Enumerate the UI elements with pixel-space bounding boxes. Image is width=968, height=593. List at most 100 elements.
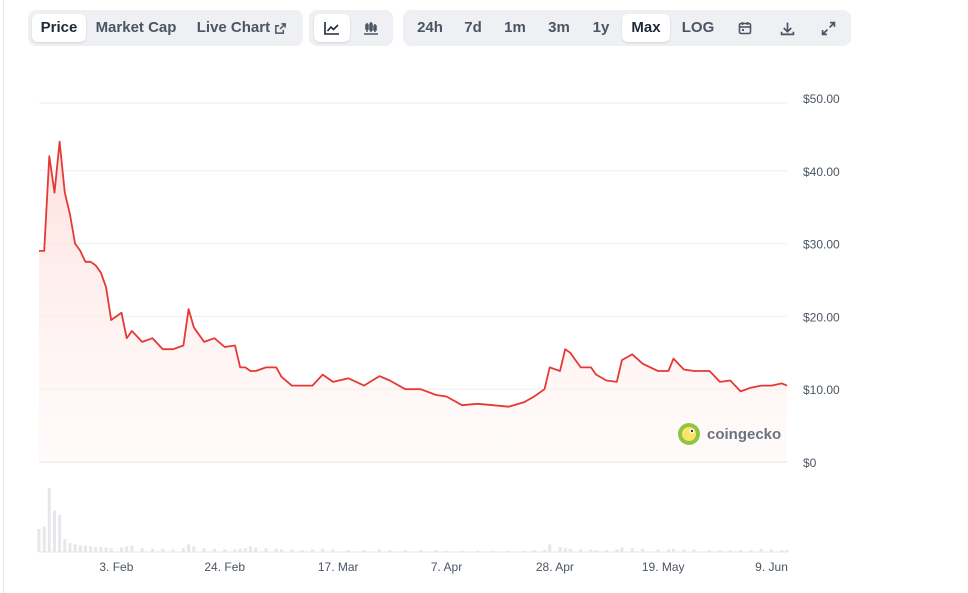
volume-bar — [120, 547, 123, 552]
volume-bar — [532, 550, 536, 552]
volume-bar — [419, 550, 423, 552]
gecko-logo-icon — [678, 423, 700, 445]
tab-price[interactable]: Price — [32, 14, 86, 42]
volume-bar — [125, 546, 129, 552]
volume-bar — [63, 539, 67, 552]
line-chart-icon — [324, 19, 340, 36]
range-3m[interactable]: 3m — [548, 19, 570, 36]
download-icon — [780, 19, 795, 36]
volume-bar — [594, 550, 598, 552]
chart-style-toggle — [309, 10, 393, 46]
volume-bar — [672, 548, 675, 552]
volume-bar — [243, 548, 247, 552]
volume-bar — [739, 550, 743, 552]
range-max[interactable]: Max — [622, 14, 670, 42]
volume-bar — [666, 549, 670, 552]
volume-bar — [310, 549, 314, 552]
volume-bar — [238, 548, 242, 552]
volume-bar — [615, 549, 619, 552]
y-tick-label: $20.00 — [803, 310, 840, 324]
tab-live-chart[interactable]: Live Chart — [192, 14, 292, 42]
volume-bar — [718, 550, 722, 552]
volume-bar — [42, 526, 46, 552]
line-chart-button[interactable] — [314, 14, 350, 42]
volume-bar — [254, 547, 258, 552]
volume-bar — [94, 546, 98, 552]
volume-bar — [37, 529, 41, 552]
volume-bar — [68, 543, 72, 552]
volume-bar — [579, 549, 583, 552]
date-picker-button[interactable] — [727, 14, 763, 42]
volume-bar — [656, 549, 660, 552]
volume-bar — [181, 548, 185, 552]
candlestick-button[interactable] — [353, 14, 389, 42]
coingecko-watermark: coingecko — [678, 423, 781, 445]
volume-bar — [604, 550, 608, 552]
volume-bar — [770, 549, 773, 552]
log-scale-toggle[interactable]: LOG — [681, 19, 715, 36]
volume-bar — [99, 546, 103, 552]
panel-left-border — [3, 0, 4, 593]
candlestick-icon — [363, 19, 379, 36]
x-tick-label: 9. Jun — [755, 560, 788, 574]
x-tick-label: 28. Apr — [536, 560, 574, 574]
volume-bar — [728, 550, 732, 552]
y-tick-label: $50.00 — [803, 92, 840, 106]
volume-bar — [388, 550, 392, 552]
volume-bar — [331, 549, 335, 552]
volume-bar — [548, 544, 552, 552]
y-tick-label: $0 — [803, 456, 817, 470]
volume-bar — [233, 549, 237, 552]
time-range-group: 24h 7d 1m 3m 1y Max LOG — [403, 10, 851, 46]
volume-bar — [749, 550, 753, 552]
volume-bar — [378, 549, 381, 552]
volume-bar — [58, 514, 62, 552]
volume-bar — [161, 548, 165, 552]
volume-bar — [274, 548, 278, 552]
volume-bar — [362, 550, 366, 552]
volume-bar — [403, 550, 407, 552]
volume-bar — [187, 544, 191, 552]
tab-market-cap[interactable]: Market Cap — [95, 19, 177, 36]
x-tick-label: 3. Feb — [99, 560, 133, 574]
x-tick-label: 19. May — [642, 560, 685, 574]
volume-bar — [641, 548, 645, 552]
fullscreen-button[interactable] — [810, 14, 846, 42]
volume-bar — [212, 548, 216, 552]
range-24h[interactable]: 24h — [417, 19, 443, 36]
volume-bar — [682, 549, 686, 552]
volume-bar — [476, 550, 479, 552]
volume-bar — [568, 548, 572, 552]
volume-bars — [37, 488, 789, 552]
x-tick-label: 24. Feb — [204, 560, 245, 574]
price-area-fill — [39, 141, 787, 462]
y-tick-label: $40.00 — [803, 165, 840, 179]
y-tick-label: $10.00 — [803, 383, 840, 397]
x-axis: 3. Feb 24. Feb 17. Mar 7. Apr 28. Apr 19. May… — [99, 560, 788, 574]
download-button[interactable] — [769, 14, 805, 42]
chart-type-tabs: Price Market Cap Live Chart — [28, 10, 303, 46]
range-1m[interactable]: 1m — [504, 19, 526, 36]
volume-bar — [89, 546, 93, 552]
volume-bar — [264, 548, 268, 552]
live-chart-label: Live Chart — [196, 19, 271, 36]
volume-bar — [249, 546, 252, 552]
volume-bar — [434, 550, 438, 552]
volume-bar — [280, 549, 283, 552]
volume-bar — [759, 548, 763, 552]
volume-bar — [620, 547, 624, 552]
volume-bar — [300, 550, 304, 552]
volume-bar — [151, 548, 154, 552]
grid-lines — [39, 102, 787, 553]
volume-bar — [630, 548, 634, 552]
calendar-icon — [738, 19, 752, 36]
volume-bar — [78, 545, 82, 552]
range-7d[interactable]: 7d — [464, 19, 482, 36]
range-1y[interactable]: 1y — [592, 19, 610, 36]
volume-bar — [130, 545, 134, 552]
volume-bar — [171, 549, 175, 552]
volume-bar — [109, 548, 113, 552]
volume-bar — [522, 550, 526, 552]
y-axis: $50.00 $40.00 $30.00 $20.00 $10.00 $0 — [803, 92, 840, 470]
